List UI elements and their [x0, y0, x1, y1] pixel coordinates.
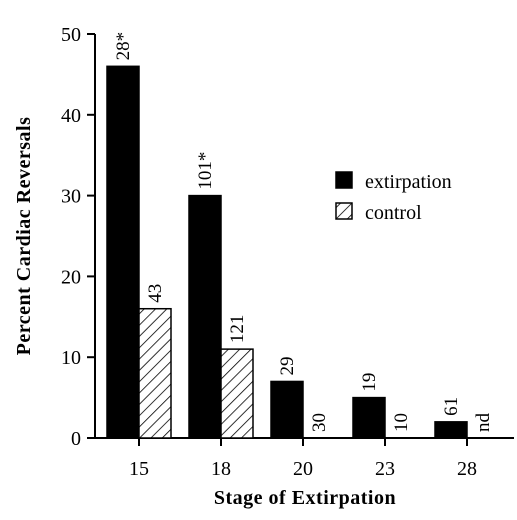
bar-extirpation-15	[106, 65, 140, 439]
y-tick-label: 10	[61, 347, 81, 369]
bars	[106, 65, 468, 439]
bar-extirpation-23	[352, 396, 386, 439]
bar-label-control-15: 43	[145, 284, 166, 303]
bar-label-control-20: 30	[309, 413, 330, 432]
y-tick-label: 20	[61, 266, 81, 288]
bar-label-extirpation-20: 29	[277, 356, 298, 375]
bar-extirpation-28	[434, 421, 468, 439]
bar-label-extirpation-15: 28*	[113, 32, 134, 61]
x-tick-label: 20	[293, 458, 313, 480]
y-tick-label: 30	[61, 186, 81, 208]
bar-label-extirpation-28: 61	[441, 397, 462, 416]
legend-swatch-control	[335, 202, 353, 220]
legend-swatch-extirpation	[335, 171, 353, 189]
x-tick-label: 23	[375, 458, 395, 480]
bar-label-control-18: 121	[227, 315, 248, 344]
x-tick-label: 15	[129, 458, 149, 480]
legend-label-control: control	[365, 202, 422, 224]
x-tick-label: 28	[457, 458, 477, 480]
x-axis-title: Stage of Extirpation	[214, 487, 396, 509]
bar-label-extirpation-18: 101*	[195, 152, 216, 190]
y-tick-label: 0	[71, 428, 81, 450]
bar-control-15	[138, 307, 172, 439]
bar-extirpation-18	[188, 194, 222, 439]
bar-label-control-28: nd	[473, 413, 494, 433]
y-axis-title: Percent Cardiac Reversals	[13, 117, 35, 356]
bar-control-18	[220, 348, 254, 439]
y-tick-label: 40	[61, 105, 81, 127]
bar-label-control-23: 10	[391, 413, 412, 432]
bar-extirpation-20	[270, 380, 304, 439]
legend-label-extirpation: extirpation	[365, 171, 452, 193]
y-ticks: 0 10 20 30 40 50	[61, 24, 95, 450]
x-ticks: 15 18 20 23 28	[129, 438, 477, 480]
legend: extirpation control	[335, 171, 452, 224]
bar-labels: 28* 43 101* 121 29 30 19 10 61 nd	[113, 32, 494, 432]
x-tick-label: 18	[211, 458, 231, 480]
y-tick-label: 50	[61, 24, 81, 46]
bar-label-extirpation-23: 19	[359, 373, 380, 392]
